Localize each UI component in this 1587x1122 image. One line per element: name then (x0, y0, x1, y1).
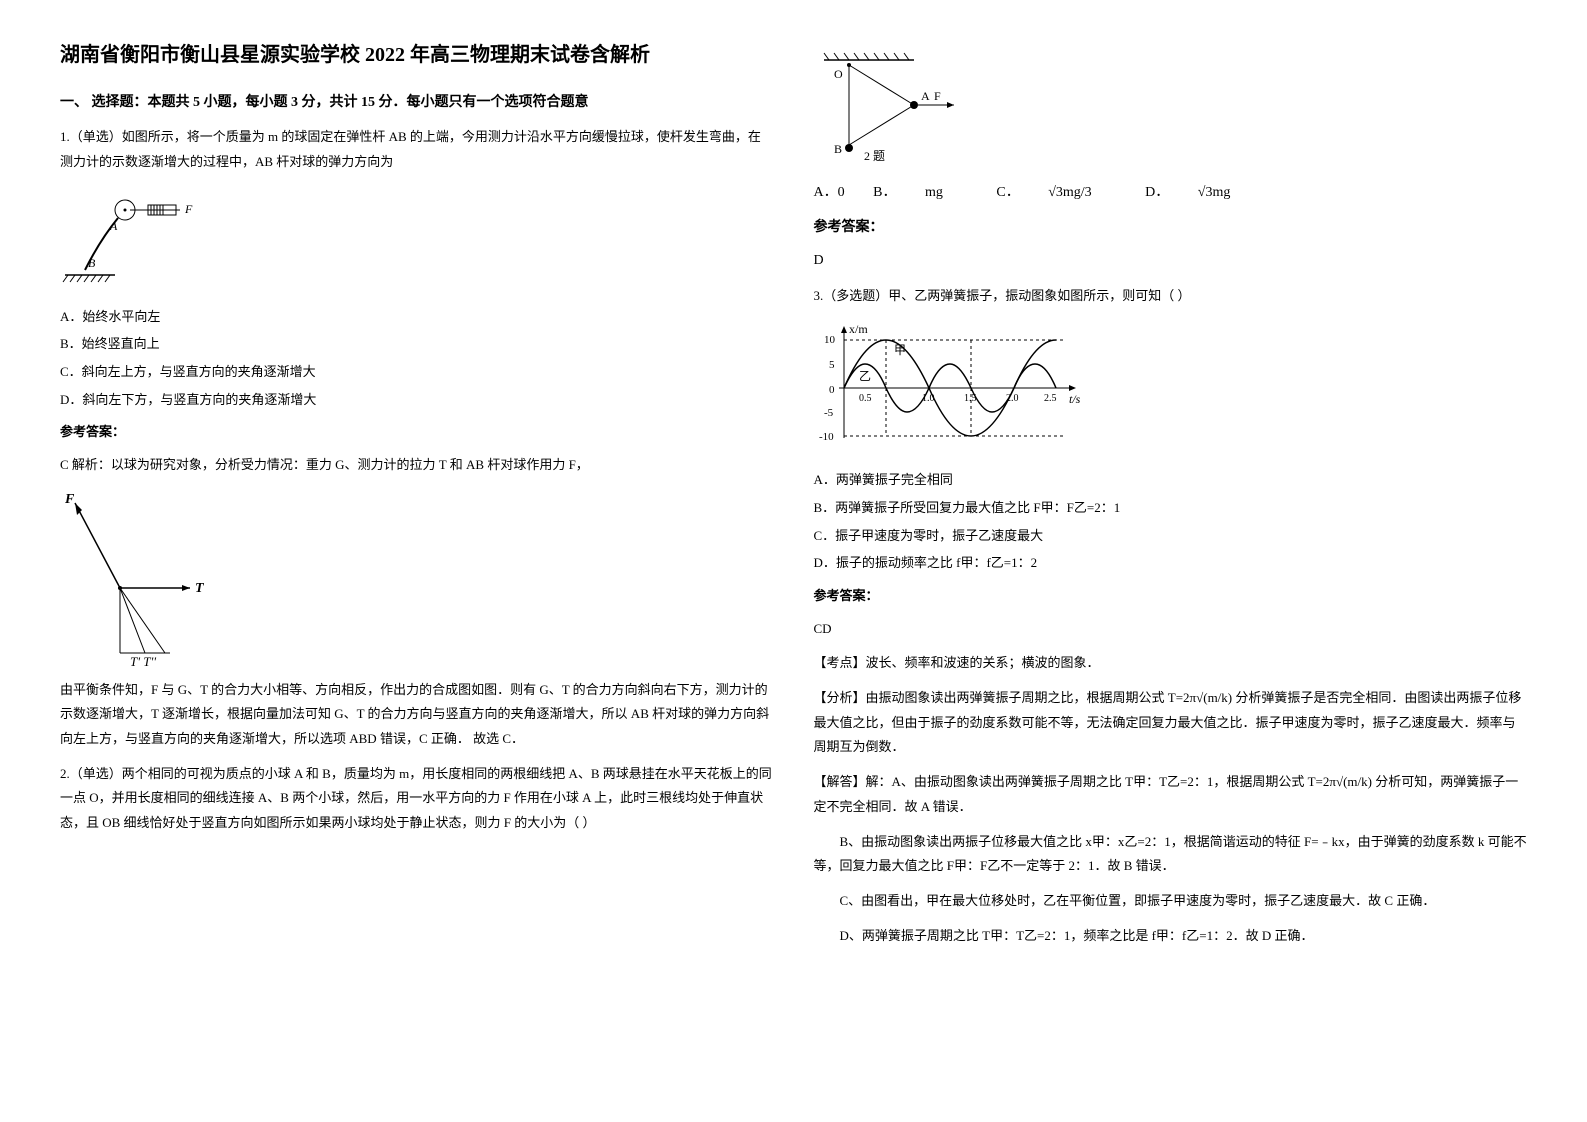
svg-text:-10: -10 (819, 431, 834, 443)
right-column: O A F B 2 题 A．0 B． mg C． √3mg/3 D． √3mg (814, 40, 1528, 958)
q3-jieda-d: D、两弹簧振子周期之比 T甲：T乙=2：1，频率之比是 f甲：f乙=1：2．故 … (814, 924, 1528, 949)
svg-text:A: A (921, 89, 930, 103)
svg-text:F: F (934, 89, 941, 103)
svg-text:B: B (88, 256, 96, 270)
q1-opt-c: C．斜向左上方，与竖直方向的夹角逐渐增大 (60, 360, 774, 385)
q3-opt-b: B．两弹簧振子所受回复力最大值之比 F甲：F乙=2：1 (814, 496, 1528, 521)
q2-diagram-label: 2 题 (864, 149, 885, 163)
q3-answer: CD (814, 617, 1528, 642)
q3-fenxi: 【分析】由振动图象读出两弹簧振子周期之比，根据周期公式 T=2π√(m/k) 分… (814, 686, 1528, 760)
svg-text:T' T'': T' T'' (130, 654, 156, 668)
q1-stem: 1.（单选）如图所示，将一个质量为 m 的球固定在弹性杆 AB 的上端，今用测力… (60, 125, 774, 174)
q3-kaodian: 【考点】波长、频率和波速的关系；横波的图象． (814, 651, 1528, 676)
svg-text:1.0: 1.0 (922, 393, 935, 404)
q3-jieda-c: C、由图看出，甲在最大位移处时，乙在平衡位置，即振子甲速度为零时，振子乙速度最大… (814, 889, 1528, 914)
svg-text:0.5: 0.5 (859, 393, 872, 404)
q2-stem: 2.（单选）两个相同的可视为质点的小球 A 和 B，质量均为 m，用长度相同的两… (60, 762, 774, 836)
svg-text:乙: 乙 (859, 369, 871, 383)
q3-opt-a: A．两弹簧振子完全相同 (814, 468, 1528, 493)
q1-analysis: 由平衡条件知，F 与 G、T 的合力大小相等、方向相反，作出力的合成图如图．则有… (60, 678, 774, 752)
q3-stem: 3.（多选题）甲、乙两弹簧振子，振动图象如图所示，则可知（ ） (814, 284, 1528, 309)
q2-figure: O A F B 2 题 (814, 50, 1528, 170)
q3-answer-label: 参考答案： (814, 584, 1528, 609)
section-1-title: 一、 选择题：本题共 5 小题，每小题 3 分，共计 15 分．每小题只有一个选… (60, 90, 774, 115)
svg-text:2.0: 2.0 (1006, 393, 1019, 404)
svg-text:甲: 甲 (894, 343, 906, 357)
page-title: 湖南省衡阳市衡山县星源实验学校 2022 年高三物理期末试卷含解析 (60, 40, 774, 70)
q1-figure: F A B (60, 185, 774, 295)
left-column: 湖南省衡阳市衡山县星源实验学校 2022 年高三物理期末试卷含解析 一、 选择题… (60, 40, 774, 958)
svg-text:F: F (184, 202, 193, 216)
q1-analysis-figure: F T T' T'' (60, 488, 774, 668)
svg-text:x/m: x/m (849, 322, 868, 336)
svg-text:5: 5 (829, 359, 835, 371)
svg-text:10: 10 (824, 334, 836, 346)
svg-text:t/s: t/s (1069, 392, 1081, 406)
question-2: 2.（单选）两个相同的可视为质点的小球 A 和 B，质量均为 m，用长度相同的两… (60, 762, 774, 836)
q2-answer: D (814, 248, 1528, 273)
q2-opt-b: B． mg (873, 185, 971, 200)
svg-text:B: B (834, 142, 842, 156)
q3-options: A．两弹簧振子完全相同 B．两弹簧振子所受回复力最大值之比 F甲：F乙=2：1 … (814, 468, 1528, 576)
svg-text:1.5: 1.5 (964, 393, 977, 404)
q3-opt-c: C．振子甲速度为零时，振子乙速度最大 (814, 524, 1528, 549)
q1-options: A．始终水平向左 B．始终竖直向上 C．斜向左上方，与竖直方向的夹角逐渐增大 D… (60, 305, 774, 413)
q3-figure: x/m t/s 10 5 0 -5 -10 甲 乙 0.5 1.0 1.5 (814, 318, 1528, 458)
svg-text:2.5: 2.5 (1044, 393, 1057, 404)
q1-answer: C 解析：以球为研究对象，分析受力情况：重力 G、测力计的拉力 T 和 AB 杆… (60, 453, 774, 478)
q2-answer-label: 参考答案： (814, 215, 1528, 240)
question-1: 1.（单选）如图所示，将一个质量为 m 的球固定在弹性杆 AB 的上端，今用测力… (60, 125, 774, 752)
question-3: 3.（多选题）甲、乙两弹簧振子，振动图象如图所示，则可知（ ） x/m t/s … (814, 284, 1528, 949)
q3-opt-d: D．振子的振动频率之比 f甲：f乙=1：2 (814, 551, 1528, 576)
q1-opt-a: A．始终水平向左 (60, 305, 774, 330)
q3-jieda-a: 【解答】解：A、由振动图象读出两弹簧振子周期之比 T甲：T乙=2：1，根据周期公… (814, 770, 1528, 819)
svg-text:-5: -5 (824, 407, 834, 419)
q2-opt-a: A．0 (814, 185, 845, 200)
svg-text:T: T (195, 581, 205, 596)
svg-text:O: O (834, 67, 843, 81)
q3-jieda-b: B、由振动图象读出两振子位移最大值之比 x甲：x乙=2：1，根据简谐运动的特征 … (814, 830, 1528, 879)
q1-opt-d: D．斜向左下方，与竖直方向的夹角逐渐增大 (60, 388, 774, 413)
svg-text:F: F (64, 492, 75, 507)
q2-opt-c: C． √3mg/3 (996, 185, 1120, 200)
svg-text:0: 0 (829, 384, 835, 396)
q2-opt-d: D． √3mg (1145, 185, 1255, 200)
q1-opt-b: B．始终竖直向上 (60, 332, 774, 357)
q1-answer-label: 参考答案： (60, 420, 774, 445)
q2-options: A．0 B． mg C． √3mg/3 D． √3mg (814, 180, 1528, 205)
